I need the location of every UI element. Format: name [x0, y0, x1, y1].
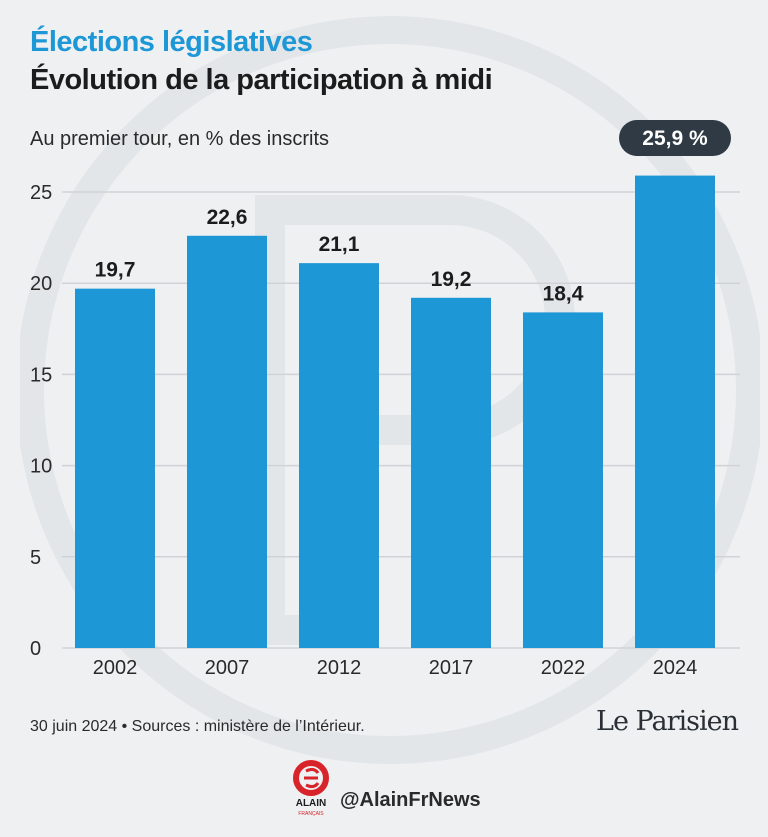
x-tick-label: 2012 — [317, 657, 362, 679]
highlight-badge — [619, 120, 731, 156]
x-tick-label: 2002 — [93, 657, 138, 679]
data-label-2024: 25,9 % — [642, 127, 708, 150]
y-tick-label: 15 — [30, 364, 52, 386]
credit-handle: @AlainFrNews — [340, 789, 481, 811]
logo-ring-icon — [293, 760, 329, 796]
gridlines — [62, 191, 740, 649]
source-note: 30 juin 2024 • Sources : ministère de l’… — [30, 718, 365, 735]
data-label-2002: 19,7 — [95, 259, 136, 282]
x-tick-label: 2024 — [653, 657, 698, 679]
bar-2012 — [299, 263, 379, 648]
y-tick-label: 20 — [30, 273, 52, 295]
bar-chart: 0 5 10 15 20 25 19,7 22,6 21,1 19,2 18,4 25,9 % 20… — [30, 120, 740, 679]
data-labels: 19,7 22,6 21,1 19,2 18,4 25,9 % — [95, 120, 731, 305]
x-axis-ticks: 2002 2007 2012 2017 2022 2024 — [93, 657, 698, 679]
y-tick-label: 0 — [30, 638, 41, 660]
x-tick-label: 2017 — [429, 657, 474, 679]
data-label-2017: 19,2 — [431, 268, 472, 291]
bar-2017 — [411, 297, 491, 648]
unit-note: Au premier tour, en % des inscrits — [30, 128, 330, 150]
data-label-2012: 21,1 — [319, 233, 360, 256]
x-tick-label: 2022 — [541, 657, 586, 679]
bar-2007 — [187, 235, 267, 648]
logo-mark-icon — [304, 767, 320, 789]
y-axis-ticks: 0 5 10 15 20 25 — [30, 182, 52, 660]
bar-2022 — [523, 312, 603, 648]
y-tick-label: 10 — [30, 456, 52, 478]
bars — [75, 175, 715, 649]
publisher-logo: Le Parisien — [596, 706, 739, 737]
data-label-2007: 22,6 — [207, 206, 248, 229]
bar-2002 — [75, 288, 155, 648]
logo-subtext: FRANÇAIS — [298, 811, 324, 817]
y-tick-label: 25 — [30, 182, 52, 204]
bar-2024 — [635, 175, 715, 649]
alain-francais-logo: ALAIN FRANÇAIS — [293, 760, 329, 817]
chart-subtitle-title: Évolution de la participation à midi — [30, 64, 493, 96]
x-tick-label: 2007 — [205, 657, 250, 679]
chart-title: Élections législatives — [30, 26, 313, 58]
data-label-2022: 18,4 — [543, 282, 584, 305]
y-tick-label: 5 — [30, 547, 41, 569]
logo-text: ALAIN — [296, 798, 327, 809]
